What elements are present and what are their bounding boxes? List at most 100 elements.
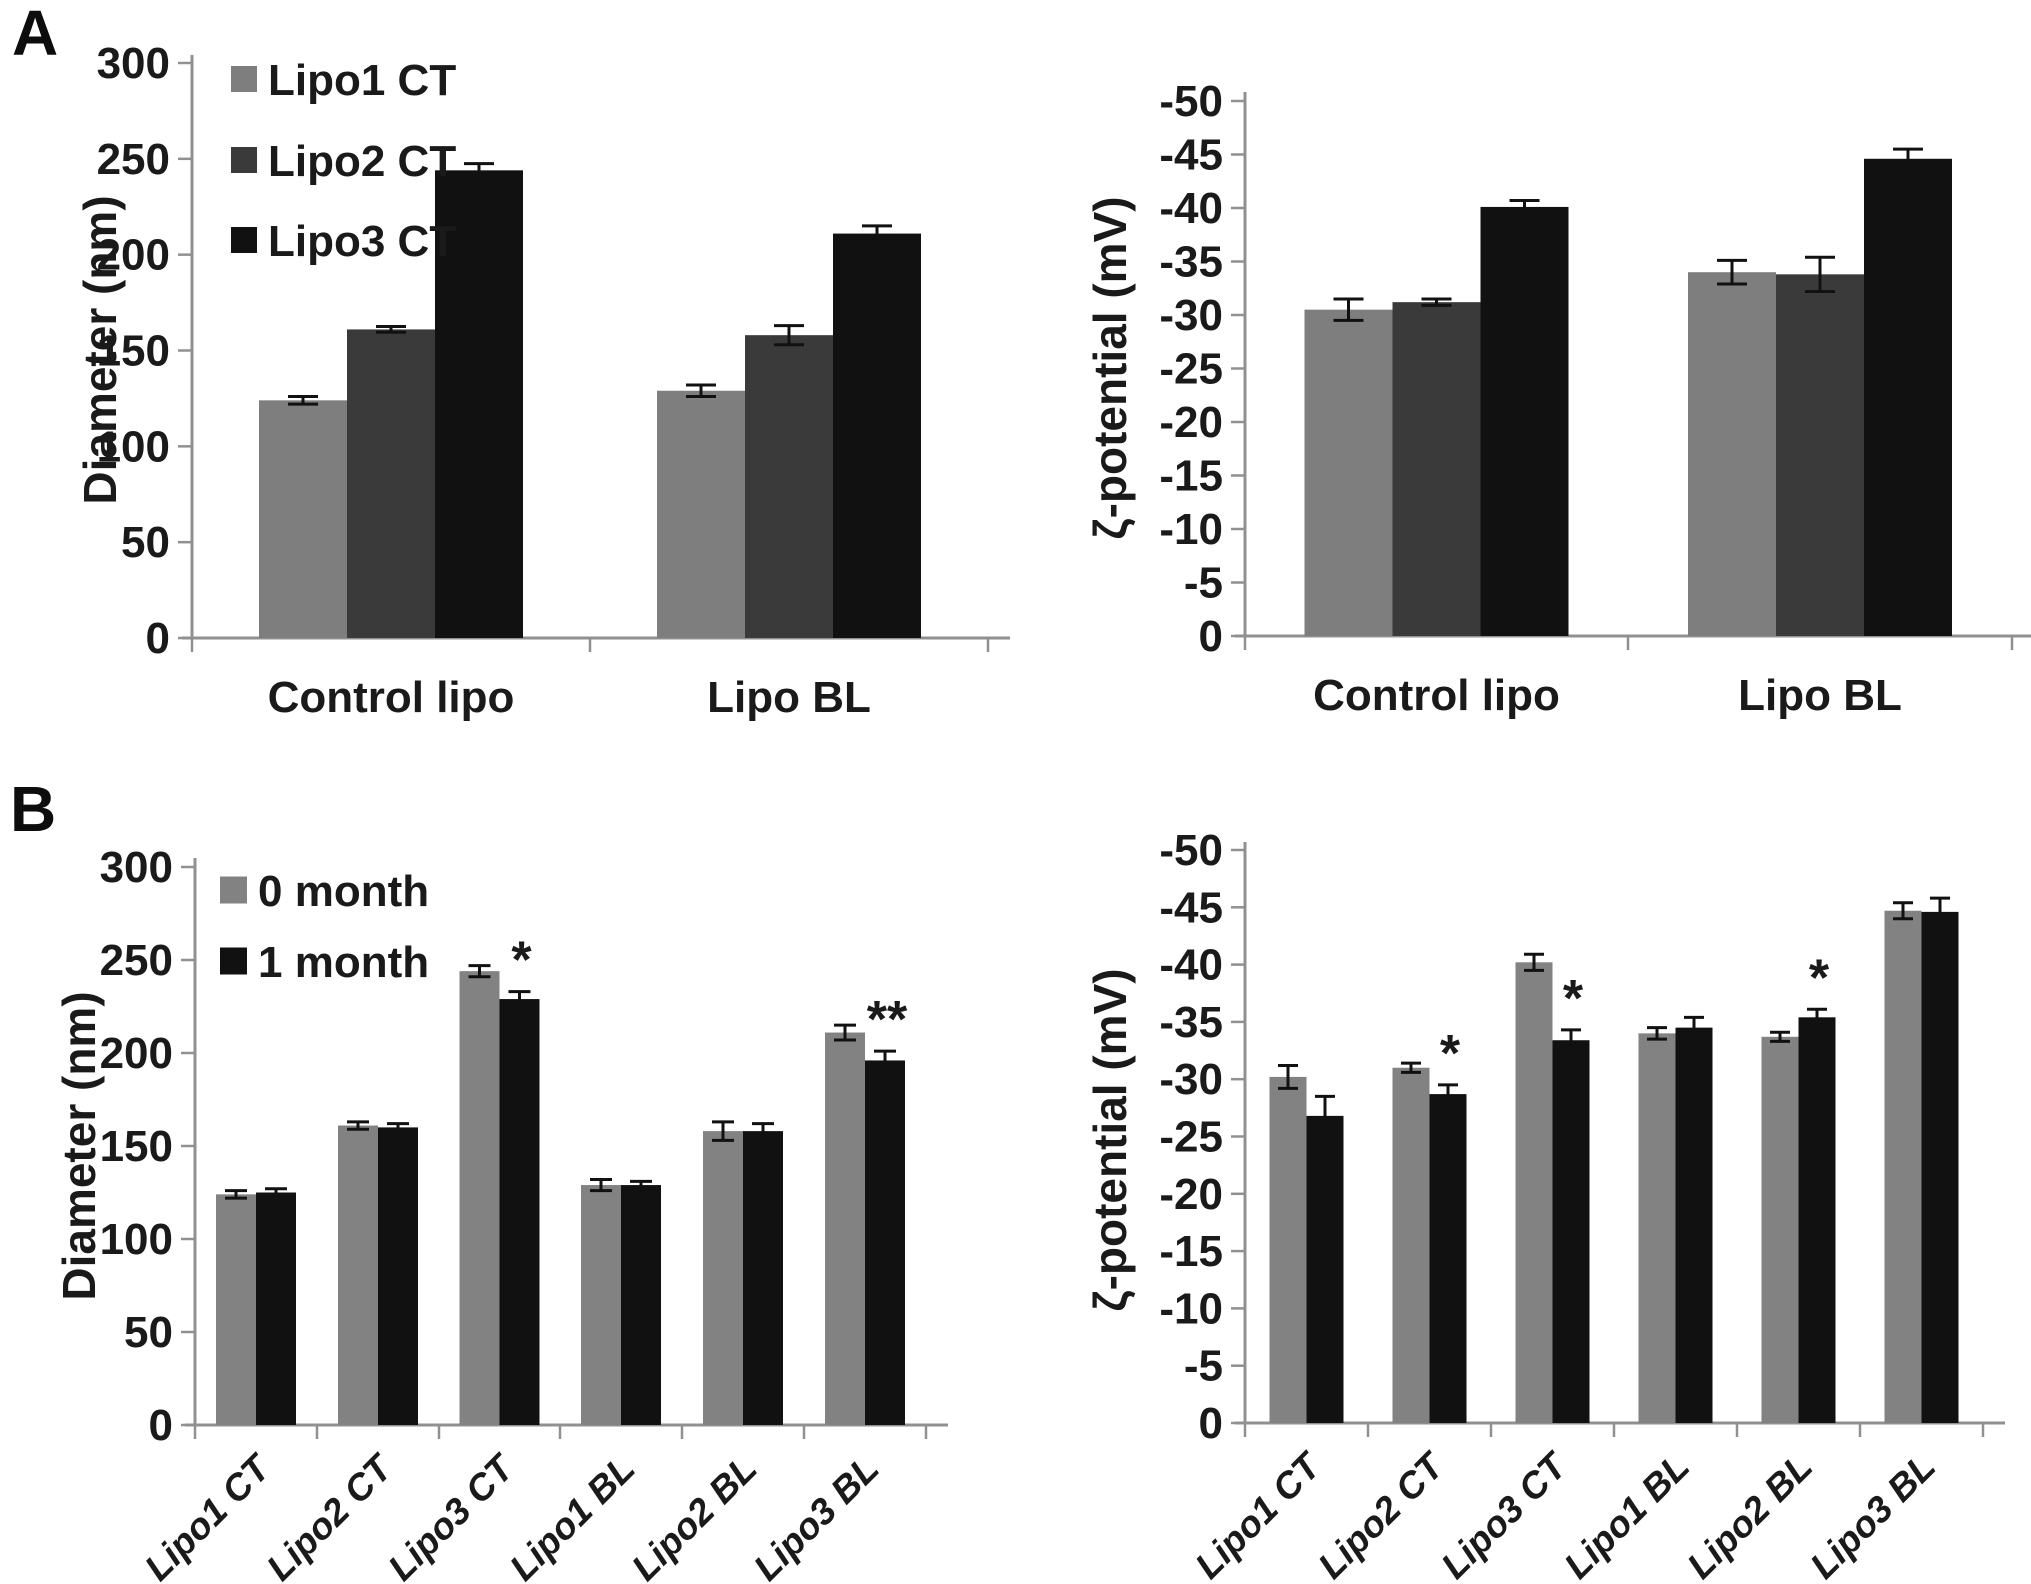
y-axis-title: ζ-potential (mV) <box>1084 968 1136 1311</box>
y-tick-label: -10 <box>1159 1284 1223 1333</box>
diameter-chart-panel-a: 300 250 200 150 100 50 0 Control lipo Lipo BL Dia… <box>74 39 1010 722</box>
bar <box>825 1032 865 1425</box>
category-label: Lipo2 BL <box>1679 1446 1820 1584</box>
y-tick-label: -35 <box>1159 998 1223 1047</box>
zeta-potential-chart-panel-a: -50 -45-40 -35-30 -25-20 -15-10 -50 Control li… <box>1084 77 2031 720</box>
y-tick-label: -20 <box>1159 1170 1223 1219</box>
y-tick-label: 0 <box>1199 1399 1223 1448</box>
category-label: Control lipo <box>268 673 515 722</box>
bar <box>703 1131 743 1425</box>
bar <box>216 1194 256 1425</box>
bar <box>338 1125 378 1425</box>
legend-swatch <box>231 66 257 92</box>
y-tick-label: -5 <box>1184 1342 1223 1391</box>
bar <box>581 1185 621 1425</box>
y-tick-label: -25 <box>1159 345 1223 394</box>
bar <box>833 233 921 638</box>
bar <box>435 170 523 638</box>
legend-label: 0 month <box>258 867 429 916</box>
y-tick-label: 0 <box>149 1401 173 1450</box>
bar <box>259 400 347 638</box>
category-label: Lipo2 CT <box>1310 1443 1453 1584</box>
y-tick-label: -40 <box>1159 184 1223 233</box>
y-tick-label: -35 <box>1159 238 1223 287</box>
y-tick-label: 150 <box>97 326 170 375</box>
y-tick-label: -5 <box>1184 559 1223 608</box>
y-tick-label: -50 <box>1159 77 1223 126</box>
y-tick-label: 250 <box>100 936 173 985</box>
y-tick-label: 0 <box>1199 612 1223 661</box>
y-tick-label: 300 <box>97 39 170 88</box>
y-tick-label: 100 <box>100 1215 173 1264</box>
bar <box>1864 158 1952 636</box>
category-label: Lipo BL <box>1738 671 1902 720</box>
legend-swatch <box>231 227 257 253</box>
y-tick-label: 50 <box>121 518 170 567</box>
legend-swatch <box>220 947 247 975</box>
category-label: Lipo3 BL <box>1802 1446 1943 1584</box>
y-tick-label: -45 <box>1159 883 1223 932</box>
legend-label: Lipo3 CT <box>268 217 456 266</box>
bar <box>1515 962 1553 1423</box>
annotation: * <box>1563 970 1584 1028</box>
y-tick-label: -15 <box>1159 1227 1223 1276</box>
bar <box>657 390 745 638</box>
bar <box>743 1131 783 1425</box>
bar <box>459 971 500 1425</box>
y-tick-label: -45 <box>1159 131 1223 180</box>
category-label: Lipo BL <box>707 673 871 722</box>
y-tick-label: -30 <box>1159 291 1223 340</box>
bar <box>499 999 540 1425</box>
annotation: * <box>1440 1025 1461 1083</box>
y-tick-label: 250 <box>97 135 170 184</box>
bar <box>1638 1033 1676 1423</box>
legend-label: Lipo2 CT <box>268 137 456 186</box>
y-tick-label: -10 <box>1159 505 1223 554</box>
panel-a-label: A <box>12 0 59 69</box>
category-label: Lipo3 BL <box>746 1448 887 1584</box>
annotation: * <box>511 932 532 990</box>
bar <box>745 335 833 638</box>
category-label: Lipo3 CT <box>1433 1443 1576 1584</box>
category-label: Lipo1 CT <box>137 1445 280 1584</box>
bar <box>1392 302 1481 636</box>
bar <box>256 1192 296 1425</box>
panel-b-label: B <box>10 773 57 845</box>
bar <box>1776 274 1864 636</box>
annotation: * <box>1809 949 1830 1007</box>
bar <box>1884 910 1922 1423</box>
legend-label: Lipo1 CT <box>268 56 456 105</box>
y-tick-label: 150 <box>100 1122 173 1171</box>
y-tick-label: 300 <box>100 843 173 892</box>
y-tick-label: 50 <box>124 1308 173 1357</box>
bar <box>1688 272 1776 636</box>
category-label: Lipo2 CT <box>259 1445 402 1584</box>
bar <box>1429 1094 1467 1423</box>
y-tick-label: -50 <box>1159 826 1223 875</box>
bar <box>1675 1027 1713 1423</box>
category-label: Control lipo <box>1313 671 1560 720</box>
category-label: Lipo1 BL <box>502 1448 643 1584</box>
annotation: ** <box>867 991 908 1049</box>
bar <box>1269 1076 1307 1423</box>
bar <box>1306 1115 1344 1423</box>
category-label: Lipo3 CT <box>380 1445 523 1584</box>
y-tick-label: 0 <box>146 614 170 663</box>
bar <box>1761 1036 1799 1423</box>
y-axis-title: ζ-potential (mV) <box>1084 196 1136 539</box>
y-axis-title: Diameter (nm) <box>53 991 105 1300</box>
category-label: Lipo1 CT <box>1187 1443 1330 1584</box>
legend-swatch <box>220 876 247 904</box>
bar <box>1392 1067 1430 1423</box>
legend-label: 1 month <box>258 938 429 987</box>
y-tick-label: -20 <box>1159 398 1223 447</box>
bar <box>1798 1017 1836 1423</box>
bar <box>1921 911 1959 1423</box>
y-tick-label: -30 <box>1159 1055 1223 1104</box>
bar <box>1552 1040 1590 1423</box>
y-tick-label: 100 <box>97 422 170 471</box>
